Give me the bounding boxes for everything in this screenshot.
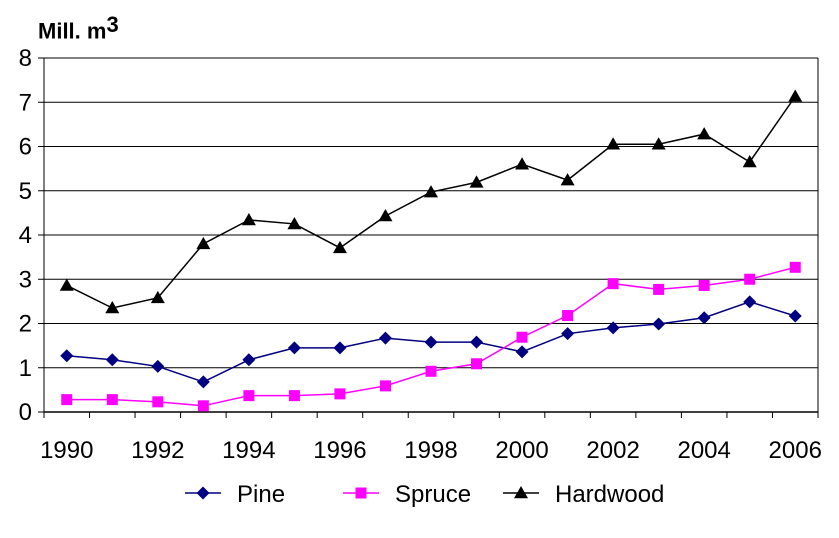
hardwood-point xyxy=(651,137,666,150)
hardwood-point xyxy=(697,127,712,140)
legend-item-hardwood: Hardwood xyxy=(503,481,664,508)
x-tick-label: 1992 xyxy=(131,437,184,464)
legend-label: Pine xyxy=(237,481,285,508)
y-tick-label: 2 xyxy=(19,311,32,338)
hardwood-point xyxy=(378,208,393,222)
pine-point xyxy=(561,327,575,341)
y-tick-label: 1 xyxy=(19,355,32,382)
hardwood-point xyxy=(742,154,757,168)
pine-point xyxy=(788,309,802,323)
pine-point xyxy=(652,317,666,331)
x-tick-label: 1996 xyxy=(313,437,366,464)
series-spruce xyxy=(61,261,801,412)
legend-label: Spruce xyxy=(395,481,471,508)
x-tick-label: 2000 xyxy=(495,437,548,464)
hardwood-point xyxy=(332,240,347,254)
y-tick-label: 4 xyxy=(19,222,32,249)
spruce-point xyxy=(288,390,300,402)
axes xyxy=(38,57,819,418)
pine-point xyxy=(196,375,210,389)
hardwood-point xyxy=(606,137,621,150)
x-tick-label: 2004 xyxy=(677,437,730,464)
legend: Pine Spruce Hardwood xyxy=(185,481,664,508)
y-tick-label: 6 xyxy=(19,134,32,161)
legend-swatch-diamond xyxy=(196,486,210,500)
series-layer xyxy=(59,89,803,412)
hardwood-point xyxy=(788,89,803,102)
hardwood-point xyxy=(469,175,484,188)
x-tick-label: 1994 xyxy=(222,437,275,464)
y-tick-label: 3 xyxy=(19,266,32,293)
x-tick-label: 2002 xyxy=(586,437,639,464)
pine-point xyxy=(378,331,392,345)
hardwood-point xyxy=(105,301,120,314)
spruce-point xyxy=(653,283,665,295)
spruce-point xyxy=(789,261,801,273)
pine-point xyxy=(515,345,529,359)
legend-label: Hardwood xyxy=(555,481,664,508)
legend-item-pine: Pine xyxy=(185,481,285,508)
spruce-point xyxy=(197,400,209,412)
pine-point xyxy=(697,311,711,325)
pine-point xyxy=(105,353,119,367)
y-axis-unit-superscript: 3 xyxy=(106,12,119,37)
y-tick-label: 8 xyxy=(19,45,32,72)
hardwood-line xyxy=(66,96,796,309)
legend-swatch-triangle xyxy=(514,486,528,499)
pine-point xyxy=(606,321,620,335)
y-axis-unit-text: Mill. m xyxy=(38,18,107,44)
spruce-point xyxy=(425,365,437,377)
hardwood-point xyxy=(287,216,302,230)
spruce-point xyxy=(334,388,346,400)
spruce-point xyxy=(516,331,528,343)
legend-item-spruce: Spruce xyxy=(343,481,471,508)
hardwood-point xyxy=(560,173,575,186)
x-tick-label: 2006 xyxy=(769,437,822,464)
spruce-point xyxy=(698,279,710,291)
hardwood-point xyxy=(515,157,530,170)
pine-point xyxy=(151,359,165,373)
pine-point xyxy=(743,295,757,309)
spruce-point xyxy=(471,358,483,370)
y-axis-unit-label: Mill. m3 xyxy=(38,12,119,44)
pine-point xyxy=(242,353,256,367)
series-pine xyxy=(60,295,802,389)
spruce-point xyxy=(607,278,619,290)
x-tick-label: 1998 xyxy=(404,437,457,464)
hardwood-point xyxy=(196,236,211,250)
pine-point xyxy=(424,335,438,349)
pine-point xyxy=(470,335,484,349)
tick-labels: 0 1 2 3 4 5 6 7 8 1990 1992 1994 1996 1998 2000 2002 200… xyxy=(19,45,822,464)
spruce-point xyxy=(152,396,164,408)
legend-swatch-square xyxy=(355,487,367,499)
hardwood-point xyxy=(424,185,438,198)
spruce-point xyxy=(106,394,118,406)
y-tick-label: 7 xyxy=(19,89,32,116)
hardwood-point xyxy=(241,212,256,226)
series-hardwood xyxy=(59,89,803,314)
pine-point xyxy=(60,349,74,363)
pine-point xyxy=(333,341,347,355)
spruce-point xyxy=(61,394,73,406)
spruce-point xyxy=(744,273,756,285)
spruce-point xyxy=(562,310,574,322)
x-tick-label: 1990 xyxy=(40,437,93,464)
pine-point xyxy=(287,341,301,355)
hardwood-point xyxy=(150,290,165,304)
y-tick-label: 0 xyxy=(19,399,32,426)
hardwood-point xyxy=(59,278,74,291)
spruce-point xyxy=(379,380,391,392)
y-tick-label: 5 xyxy=(19,178,32,205)
spruce-point xyxy=(243,390,255,402)
